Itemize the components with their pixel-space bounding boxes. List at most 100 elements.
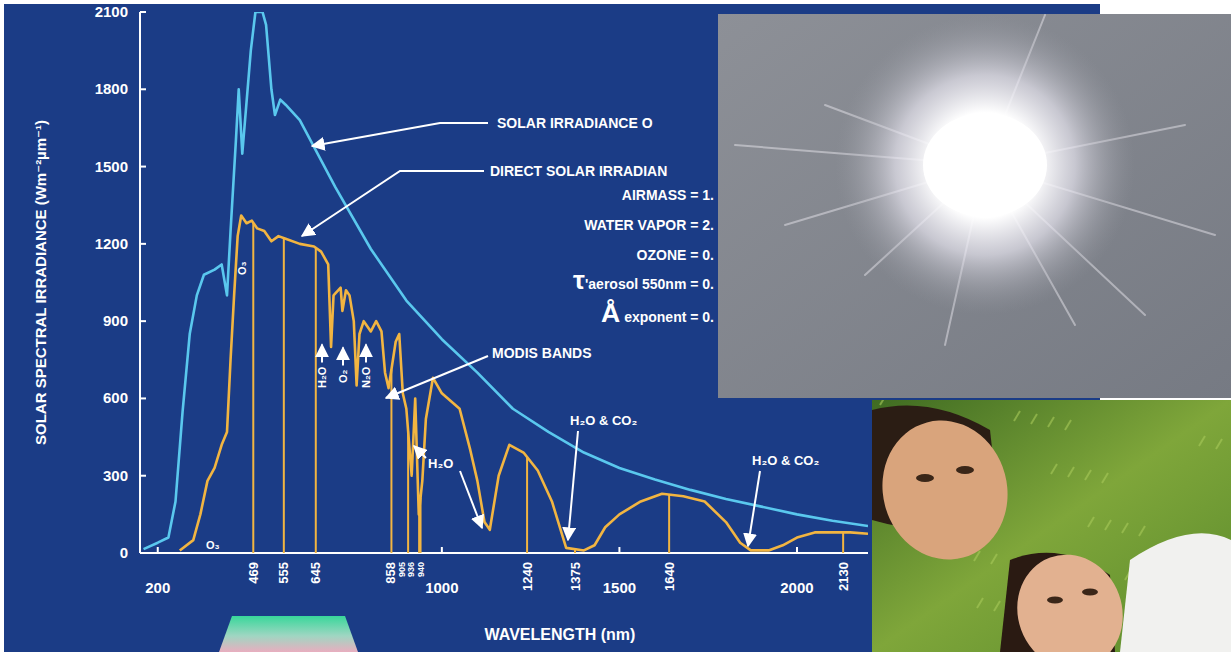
face bbox=[872, 406, 1023, 573]
annotation: O₃ bbox=[206, 539, 220, 551]
grass-blade bbox=[880, 400, 886, 405]
grass-blade bbox=[1216, 439, 1222, 449]
grass-blade bbox=[994, 601, 1000, 611]
face bbox=[1001, 540, 1138, 652]
band-tick-label: 936 bbox=[406, 562, 416, 577]
y-tick bbox=[140, 11, 146, 13]
annotation: O₂ bbox=[337, 369, 349, 383]
series-label: SOLAR IRRADIANCE O bbox=[497, 115, 653, 131]
annotation: τ'aerosol 550nm = 0. bbox=[573, 265, 714, 295]
grass-blade bbox=[977, 598, 983, 608]
y-tick-label: 600 bbox=[103, 389, 128, 406]
band-tick-label: 1240 bbox=[520, 562, 535, 591]
grass-blade bbox=[1139, 526, 1145, 536]
band-tick-label: 2130 bbox=[836, 562, 851, 591]
band-line bbox=[842, 532, 844, 553]
grass-blade bbox=[1014, 411, 1020, 421]
eye bbox=[1082, 589, 1098, 596]
y-tick bbox=[140, 88, 146, 90]
x-tick-label: 2000 bbox=[780, 579, 813, 596]
grass-blade bbox=[1085, 470, 1091, 480]
annotation: AIRMASS = 1. bbox=[622, 187, 714, 203]
annotation-arrow bbox=[568, 431, 578, 540]
annotation-arrow bbox=[460, 471, 482, 528]
y-tick-label: 900 bbox=[103, 312, 128, 329]
eye bbox=[1047, 597, 1063, 604]
sun-photo bbox=[718, 14, 1231, 398]
band-tick-label: 645 bbox=[308, 562, 323, 584]
people-photo bbox=[872, 400, 1231, 652]
y-tick-label: 300 bbox=[103, 467, 128, 484]
grass-blade bbox=[1031, 414, 1037, 424]
annotation: H₂O bbox=[316, 366, 328, 388]
band-line bbox=[315, 248, 317, 553]
grass-blade bbox=[1122, 523, 1128, 533]
grass-blade bbox=[1199, 436, 1205, 446]
y-tick bbox=[140, 320, 146, 322]
y-axis-line bbox=[139, 12, 141, 553]
annotation: H₂O & CO₂ bbox=[570, 413, 637, 428]
annotation-symbol: τ bbox=[573, 265, 585, 295]
y-axis-title: SOLAR SPECTRAL IRRADIANCE (Wm⁻²µm⁻¹) bbox=[32, 120, 49, 445]
y-tick bbox=[140, 243, 146, 245]
x-axis-line bbox=[140, 552, 868, 554]
band-line bbox=[526, 457, 528, 553]
grass-blade bbox=[1088, 517, 1094, 527]
band-tick-label: 1375 bbox=[568, 562, 583, 591]
bands-arrow bbox=[386, 356, 488, 398]
annotation: N₂O bbox=[360, 366, 372, 388]
x-tick bbox=[796, 547, 798, 553]
x-tick bbox=[157, 547, 159, 553]
sky bbox=[718, 14, 1231, 398]
eye bbox=[916, 474, 934, 482]
grass-blade bbox=[1105, 520, 1111, 530]
grass-blade bbox=[1065, 420, 1071, 430]
grass-blade bbox=[1102, 473, 1108, 483]
band-tick-label: 1640 bbox=[662, 562, 677, 591]
y-tick-label: 1800 bbox=[95, 80, 128, 97]
sun-glow bbox=[835, 15, 1135, 315]
grass-blade bbox=[1051, 464, 1057, 474]
y-tick bbox=[140, 475, 146, 477]
y-tick-label: 0 bbox=[120, 544, 128, 561]
band-tick-label: 858 bbox=[383, 562, 398, 584]
annotation-arrow bbox=[748, 471, 760, 546]
annotation: O₃ bbox=[236, 261, 248, 275]
eye bbox=[956, 466, 974, 474]
x-tick-label: 1500 bbox=[603, 579, 636, 596]
bands-label: MODIS BANDS bbox=[492, 345, 592, 361]
y-tick-label: 1500 bbox=[95, 158, 128, 175]
x-tick bbox=[441, 547, 443, 553]
y-tick-label: 1200 bbox=[95, 235, 128, 252]
band-line bbox=[283, 238, 285, 553]
chart-root: 0 300 600 900 1200 1500 1800 2100 200 1000 1500 200… bbox=[0, 0, 1231, 652]
y-tick-label: 2100 bbox=[95, 3, 128, 20]
grass-blade bbox=[1068, 467, 1074, 477]
y-tick bbox=[140, 166, 146, 168]
grass-blade bbox=[991, 554, 997, 564]
band-line bbox=[252, 223, 254, 553]
annotation: H₂O bbox=[428, 456, 453, 471]
x-tick-label: 200 bbox=[145, 579, 170, 596]
sun-core bbox=[923, 113, 1047, 217]
series-arrow bbox=[302, 171, 484, 236]
grass-blade bbox=[1048, 417, 1054, 427]
series-arrow bbox=[312, 123, 488, 146]
annotation-arrow bbox=[321, 345, 323, 363]
series-label: DIRECT SOLAR IRRADIAN bbox=[490, 163, 667, 179]
annotation: H₂O & CO₂ bbox=[752, 453, 819, 468]
band-tick-label: 555 bbox=[276, 562, 291, 584]
x-axis-title: WAVELENGTH (nm) bbox=[485, 626, 636, 643]
annotation: Å exponent = 0. bbox=[601, 298, 714, 328]
shirt bbox=[1120, 533, 1231, 652]
annotation-rest: exponent = 0. bbox=[620, 309, 714, 325]
annotation: WATER VAPOR = 2. bbox=[584, 217, 714, 233]
annotation: OZONE = 0. bbox=[637, 247, 714, 263]
band-tick-label: 905 bbox=[397, 562, 407, 577]
annotation-arrow bbox=[414, 446, 426, 458]
band-tick-label: 940 bbox=[416, 562, 426, 577]
x-tick-label: 1000 bbox=[425, 579, 458, 596]
annotation-arrow bbox=[342, 348, 344, 366]
x-tick bbox=[618, 547, 620, 553]
y-tick bbox=[140, 552, 146, 554]
